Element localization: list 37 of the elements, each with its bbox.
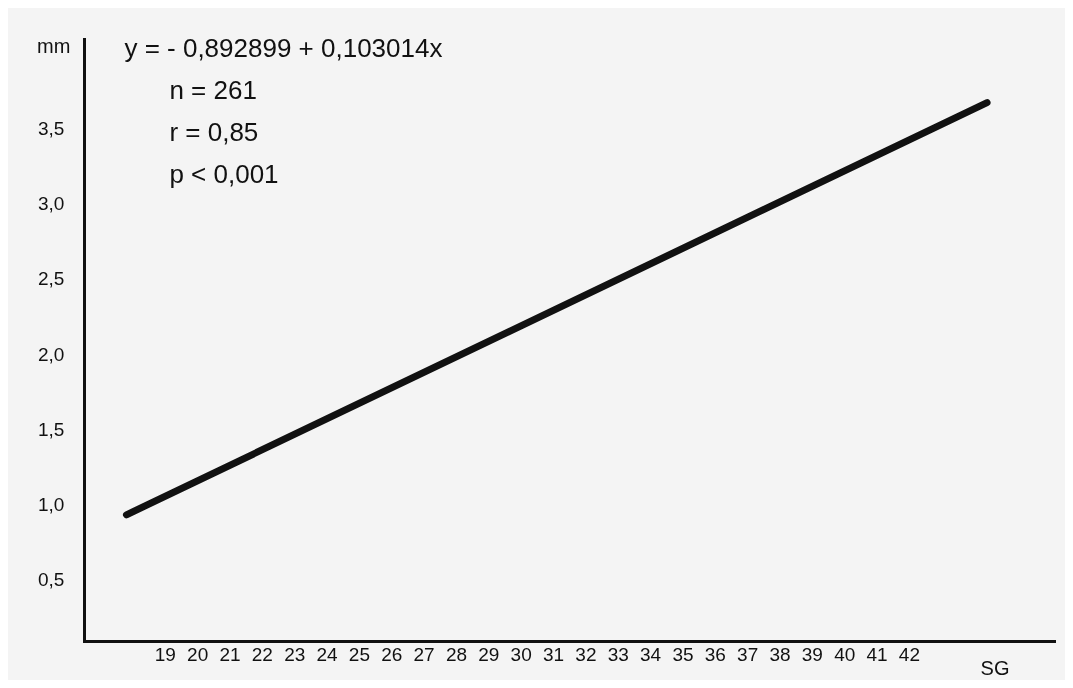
y-tick-label: 3,0 — [37, 193, 65, 215]
y-axis-title: mm — [37, 34, 71, 57]
x-tick-label: 29 — [478, 643, 500, 665]
x-tick-label: 41 — [866, 643, 888, 665]
y-tick-label: 0,5 — [37, 569, 65, 591]
x-tick-label: 38 — [769, 643, 791, 665]
y-tick-label: 2,5 — [37, 268, 65, 290]
x-tick-label: 39 — [801, 643, 823, 665]
x-tick-label: 30 — [510, 643, 532, 665]
x-tick-label: 25 — [348, 643, 370, 665]
y-tick-label: 2,0 — [37, 343, 65, 365]
annotation: p < 0,001 — [169, 158, 279, 189]
x-tick-label: 22 — [251, 643, 273, 665]
x-tick-label: 23 — [284, 643, 306, 665]
y-tick-label: 3,5 — [37, 117, 65, 139]
x-tick-label: 31 — [542, 643, 565, 665]
x-axis-title: SG — [980, 656, 1010, 679]
x-tick-label: 36 — [704, 643, 726, 665]
x-tick-label: 24 — [316, 643, 339, 665]
x-tick-label: 20 — [187, 643, 209, 665]
y-tick-label: 1,0 — [37, 494, 65, 516]
x-tick-label: 40 — [834, 643, 856, 665]
x-tick-label: 21 — [219, 643, 241, 665]
x-tick-label: 42 — [898, 643, 920, 665]
x-tick-label: 34 — [640, 643, 662, 665]
x-tick-label: 26 — [381, 643, 403, 665]
x-tick-label: 33 — [607, 643, 629, 665]
annotation: n = 261 — [169, 74, 257, 105]
x-tick-label: 32 — [575, 643, 597, 665]
x-tick-label: 37 — [737, 643, 759, 665]
y-tick-label: 1,5 — [37, 418, 65, 440]
annotation: y = - 0,892899 + 0,103014x — [124, 32, 443, 63]
x-tick-label: 19 — [154, 643, 176, 665]
x-tick-label: 35 — [672, 643, 694, 665]
x-tick-label: 27 — [413, 643, 435, 665]
annotation: r = 0,85 — [169, 116, 259, 147]
x-tick-label: 28 — [445, 643, 468, 665]
